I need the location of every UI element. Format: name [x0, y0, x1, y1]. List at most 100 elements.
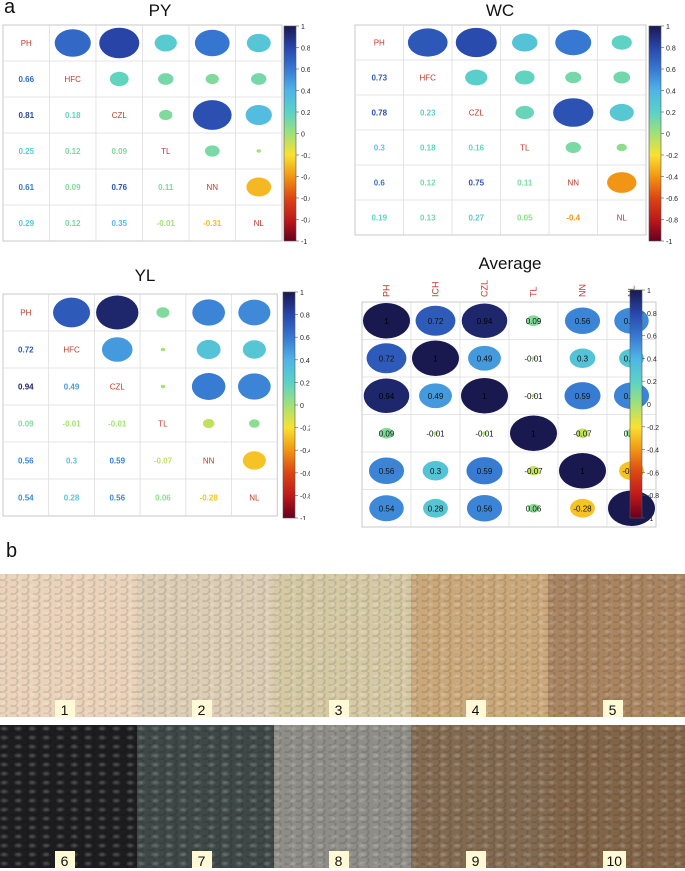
correlation-value: 0.3: [577, 354, 589, 363]
colorbar-tick-label: 0.8: [301, 46, 310, 53]
colorbar-tick-label: -0.4: [647, 448, 659, 455]
correlation-circle: [204, 145, 220, 157]
correlation-value: 0.59: [575, 392, 591, 401]
correlation-circle: [196, 339, 221, 360]
correlation-value: 0.06: [155, 494, 171, 503]
correlation-circle: [245, 104, 272, 126]
corr-matrix-wc: PH 0.73 HFC 0.78 0.23 CZL 0.3 0.18 0.16 TL 0.6 0.12…: [354, 24, 678, 246]
diagonal-label: PH: [374, 39, 385, 48]
correlation-value: 0.75: [468, 179, 484, 188]
correlation-value: 0.59: [109, 457, 125, 466]
correlation-circle: [559, 453, 606, 489]
correlation-value: 0.3: [374, 144, 386, 153]
correlation-value: 0.12: [65, 219, 81, 228]
correlation-value: 0.72: [428, 317, 444, 326]
diagonal-label: PH: [20, 309, 31, 318]
correlation-circle: [246, 177, 272, 197]
seed-photo-1: 1: [0, 574, 138, 717]
seed-photo-label: 1: [54, 700, 75, 717]
correlation-circle: [191, 373, 226, 400]
correlation-value: 0.05: [517, 214, 533, 223]
correlation-value: -0.01: [524, 392, 543, 401]
correlation-circle: [512, 33, 538, 52]
correlation-value: 0.54: [379, 504, 395, 513]
correlation-circle: [531, 356, 536, 361]
colorbar-tick-label: -0.6: [666, 196, 678, 203]
correlation-value: 0.23: [420, 109, 436, 118]
correlation-circle: [570, 498, 595, 518]
correlation-value: 0.56: [379, 467, 395, 476]
diagonal-label: CZL: [112, 111, 128, 120]
colorbar-tick-label: -1: [301, 239, 307, 246]
correlation-value: 0.09: [379, 429, 395, 438]
colorbar-tick-label: -0.8: [666, 218, 678, 225]
correlation-circle: [466, 494, 503, 522]
correlation-circle: [368, 457, 405, 485]
colorbar-tick-label: -0.2: [300, 426, 310, 433]
colorbar-tick-label: -0.2: [301, 153, 310, 160]
correlation-circle: [192, 100, 232, 130]
colorbar-tick-label: 1: [666, 24, 670, 31]
seed-photo-label: 2: [191, 700, 212, 717]
correlation-circle: [248, 419, 260, 428]
correlation-circle: [466, 457, 503, 485]
diagonal-label: NN: [206, 183, 218, 192]
seed-photo-8: 8: [274, 725, 412, 868]
correlation-circle: [468, 345, 501, 371]
diagonal-label: CZL: [469, 109, 485, 118]
corr-matrix-average: PHICHCZLTLNNNLPHICHCZLTLNNNL10.720.940.0…: [361, 280, 659, 528]
correlation-circle: [256, 149, 261, 153]
diagonal-label: NL: [249, 494, 260, 503]
correlation-circle: [510, 415, 557, 451]
correlation-value: -0.01: [426, 429, 445, 438]
correlation-circle: [419, 383, 452, 409]
correlation-circle: [465, 69, 488, 86]
correlation-circle: [433, 431, 438, 436]
correlation-value: 0.72: [379, 354, 395, 363]
correlation-value: -0.07: [154, 457, 173, 466]
seed-photo-label: 5: [602, 700, 623, 717]
colorbar-tick-label: 0.2: [301, 110, 310, 117]
colorbar-tick-label: 0.6: [301, 67, 310, 74]
diagonal-label: NL: [617, 214, 628, 223]
colorbar: [283, 25, 297, 242]
diagonal-label: HFC: [420, 74, 437, 83]
colorbar-tick-label: -0.4: [666, 175, 678, 182]
correlation-value: -0.01: [475, 429, 494, 438]
corr-matrix-yl: PH 0.72 HFC 0.94 0.49 CZL 0.09 -0.01 -0.01 TL 0.56…: [2, 290, 310, 520]
colorbar-tick-label: -0.4: [300, 448, 310, 455]
correlation-circle: [202, 418, 215, 429]
colorbar-tick-label: -1: [666, 239, 672, 246]
correlation-circle: [527, 466, 540, 476]
chart-title-yl: YL: [134, 266, 156, 285]
colorbar-tick-label: -1: [300, 516, 306, 520]
correlation-value: 0.3: [430, 467, 442, 476]
colorbar: [648, 25, 662, 242]
correlation-circle: [515, 105, 535, 120]
correlation-circle: [564, 307, 601, 335]
correlation-circle: [482, 431, 487, 436]
seed-photo-6: 6: [0, 725, 138, 868]
correlation-circle: [553, 98, 594, 127]
correlation-circle: [576, 428, 589, 438]
correlation-circle: [461, 303, 508, 338]
colorbar-tick-label: 1: [647, 288, 651, 295]
correlation-circle: [160, 347, 166, 352]
correlation-value: 0.54: [18, 494, 34, 503]
correlation-circle: [565, 71, 582, 84]
column-label: CZL: [480, 280, 490, 297]
chart-title-average: Average: [478, 254, 542, 273]
seed-photo-label: 3: [328, 700, 349, 717]
seed-photo-grid: 1 2 3 4 5 6 7 8 9 10: [0, 574, 685, 871]
colorbar-tick-label: 0: [647, 402, 651, 409]
correlation-value: 0.61: [18, 183, 34, 192]
colorbar-tick-label: -0.2: [647, 425, 659, 432]
diagonal-label: HFC: [65, 75, 82, 84]
colorbar-tick-label: 1: [300, 290, 304, 297]
correlation-circle: [160, 384, 166, 389]
correlation-circle: [159, 109, 173, 121]
colorbar-tick-label: 0.8: [647, 311, 657, 318]
seed-photo-label: 7: [191, 851, 212, 868]
colorbar-tick-label: 0.2: [300, 380, 310, 387]
